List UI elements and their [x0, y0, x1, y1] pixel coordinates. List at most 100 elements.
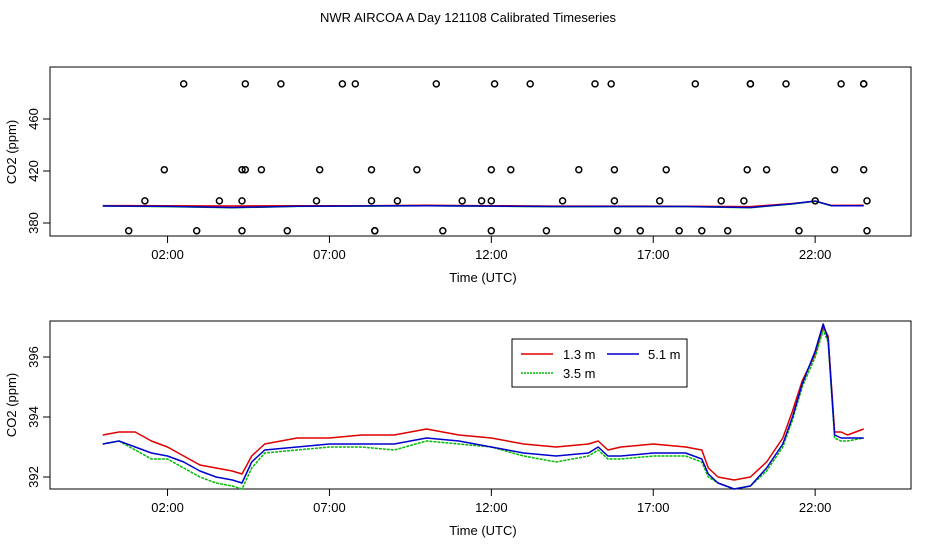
top-plot-frame — [49, 66, 912, 237]
top-raw-point-2 — [160, 165, 169, 174]
top-raw-point-55 — [782, 80, 790, 88]
bot-x-tick-label-1: 07:00 — [313, 500, 346, 515]
top-raw-point-54 — [762, 165, 771, 174]
bottom-x-axis: 02:00 07:00 12:00 17:00 22:00 — [151, 489, 831, 515]
top-raw-point-45 — [675, 227, 683, 235]
top-raw-point-19 — [367, 197, 376, 205]
top-raw-point-10 — [241, 80, 250, 88]
top-raw-point-44 — [662, 165, 670, 174]
top-raw-point-37 — [591, 80, 599, 88]
top-raw-point-26 — [458, 197, 466, 205]
top-y-axis-label: CO2 (ppm) — [4, 120, 19, 184]
top-raw-point-46 — [691, 80, 700, 88]
top-raw-point-30 — [487, 165, 496, 174]
top-raw-point-5 — [215, 197, 224, 205]
top-raw-point-43 — [655, 197, 664, 205]
top-raw-point-22 — [393, 197, 402, 205]
top-raw-point-17 — [351, 80, 360, 88]
top-raw-point-0 — [124, 227, 133, 235]
top-series-5-1-m — [102, 200, 864, 209]
top-raw-point-59 — [837, 80, 845, 88]
bot-x-tick-label-3: 17:00 — [637, 500, 670, 515]
top-x-tick-label-2: 12:00 — [475, 247, 508, 262]
top-raw-points — [124, 80, 871, 235]
bottom-series-lines — [102, 323, 864, 490]
top-raw-point-4 — [192, 227, 201, 235]
top-raw-point-14 — [312, 197, 321, 205]
top-x-axis-label: Time (UTC) — [449, 270, 516, 285]
top-y-tick-label-0: 380 — [26, 212, 41, 234]
top-panel: 02:00 07:00 12:00 17:00 22:00 380 420 460 Time… — [4, 66, 912, 285]
top-raw-point-48 — [717, 197, 725, 205]
top-raw-point-29 — [487, 227, 496, 235]
top-y-axis: 380 420 460 — [26, 108, 50, 234]
top-y-tick-label-2: 460 — [26, 108, 41, 130]
bottom-y-axis: 392 394 396 — [26, 346, 50, 488]
legend-label-1-3m: 1.3 m — [563, 347, 596, 362]
top-series-lines — [102, 200, 864, 209]
top-raw-point-15 — [315, 165, 324, 174]
bot-series-3-5-m — [102, 329, 864, 490]
top-raw-point-56 — [795, 227, 803, 235]
top-raw-point-8 — [238, 165, 246, 174]
top-raw-point-47 — [698, 227, 706, 235]
bot-x-tick-label-4: 22:00 — [799, 500, 832, 515]
top-x-tick-label-0: 02:00 — [151, 247, 184, 262]
top-raw-point-18 — [367, 165, 376, 174]
top-raw-point-53 — [746, 80, 755, 88]
chart-title: NWR AIRCOA A Day 121108 Calibrated Times… — [320, 10, 616, 25]
top-raw-point-21 — [371, 227, 379, 235]
bottom-x-axis-label: Time (UTC) — [449, 523, 516, 538]
top-raw-point-32 — [507, 165, 515, 174]
top-raw-point-13 — [283, 227, 292, 235]
top-raw-point-7 — [238, 197, 246, 205]
bot-y-tick-label-2: 396 — [26, 346, 41, 368]
bot-y-tick-label-1: 394 — [26, 406, 41, 428]
top-y-tick-label-1: 420 — [26, 160, 41, 182]
top-raw-point-34 — [542, 227, 551, 235]
top-raw-point-62 — [859, 165, 868, 174]
top-raw-point-28 — [487, 197, 496, 205]
top-raw-point-64 — [863, 227, 871, 235]
top-raw-point-50 — [740, 197, 748, 205]
top-raw-point-42 — [636, 227, 645, 235]
top-raw-point-35 — [558, 197, 567, 205]
top-raw-point-12 — [277, 80, 285, 88]
bottom-y-axis-label: CO2 (ppm) — [4, 373, 19, 437]
top-raw-point-57 — [811, 197, 819, 205]
top-x-tick-label-1: 07:00 — [313, 247, 346, 262]
top-raw-point-23 — [413, 165, 421, 174]
bottom-panel: 02:00 07:00 12:00 17:00 22:00 392 394 396 Time… — [4, 320, 912, 538]
top-raw-point-41 — [613, 227, 622, 235]
top-x-axis: 02:00 07:00 12:00 17:00 22:00 — [151, 236, 831, 262]
top-raw-point-25 — [439, 227, 447, 235]
bot-x-tick-label-0: 02:00 — [151, 500, 184, 515]
top-raw-point-24 — [432, 80, 441, 88]
top-raw-point-1 — [141, 197, 149, 205]
top-raw-point-33 — [526, 80, 534, 88]
bot-x-tick-label-2: 12:00 — [475, 500, 508, 515]
top-raw-point-11 — [257, 165, 266, 174]
top-raw-point-27 — [477, 197, 486, 205]
top-raw-point-51 — [743, 165, 751, 174]
top-raw-point-39 — [610, 165, 619, 174]
top-raw-point-38 — [607, 80, 615, 88]
legend-box — [511, 338, 688, 388]
top-raw-point-6 — [238, 227, 246, 235]
legend-label-3-5m: 3.5 m — [563, 366, 596, 381]
top-raw-point-9 — [241, 165, 250, 174]
top-raw-point-3 — [179, 80, 188, 88]
top-x-tick-label-3: 17:00 — [637, 247, 670, 262]
bot-series-5-1-m — [102, 323, 864, 490]
top-raw-point-16 — [338, 80, 347, 88]
bottom-plot-frame — [49, 320, 912, 490]
top-raw-point-58 — [830, 165, 839, 174]
legend-label-5-1m: 5.1 m — [648, 347, 681, 362]
top-x-tick-label-4: 22:00 — [799, 247, 832, 262]
bot-y-tick-label-0: 392 — [26, 466, 41, 488]
bot-series-1-3-m — [102, 326, 864, 481]
top-raw-point-36 — [575, 165, 583, 174]
top-raw-point-61 — [859, 80, 868, 88]
